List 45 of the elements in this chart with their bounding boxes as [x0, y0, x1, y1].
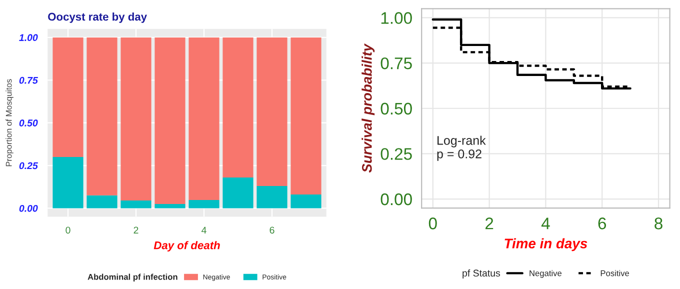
legend-title: pf Status [462, 269, 500, 278]
bar [222, 37, 254, 178]
y-axis-title: Survival probability [362, 43, 375, 173]
x-tick-label: 4 [541, 218, 550, 230]
legend-title: Abdominal pf infection [88, 274, 178, 282]
y-tick-label: 0.50 [19, 120, 38, 126]
y-tick-label: 0.25 [380, 148, 412, 160]
y-tick-label: 0.50 [380, 102, 412, 115]
legend-label: Negative [530, 270, 562, 278]
x-tick-label: 2 [134, 226, 138, 234]
bar [154, 37, 186, 204]
x-axis-title: Time in days [504, 238, 588, 252]
y-tick-label: 0.25 [19, 162, 38, 170]
bar [52, 37, 84, 157]
y-tick-label: 0.75 [380, 57, 412, 70]
bar [120, 37, 152, 201]
bar [290, 194, 322, 208]
chart-title: Oocyst rate by day [48, 12, 147, 23]
bar [120, 200, 152, 208]
annotation: Log-rank p = 0.92 [437, 136, 486, 161]
x-tick-label: 4 [202, 226, 206, 234]
bar [188, 37, 220, 200]
bar [290, 37, 322, 195]
bar [256, 186, 288, 208]
y-tick-label: 0.00 [19, 204, 38, 212]
x-tick-label: 0 [66, 226, 70, 234]
bar [86, 37, 118, 196]
bar [256, 37, 288, 186]
bar [52, 156, 84, 208]
y-tick-label: 0.75 [19, 76, 38, 84]
y-tick-label: 1.00 [19, 34, 38, 42]
x-tick-label: 8 [654, 218, 662, 230]
x-tick-label: 0 [428, 218, 437, 230]
y-axis-title: Proportion of Mosquitos [6, 79, 14, 166]
y-tick-label: 1.00 [381, 12, 412, 24]
y-tick-label: 0.00 [380, 193, 412, 206]
bar [222, 177, 254, 208]
legend-label: Positive [600, 270, 630, 276]
x-tick-label: 6 [598, 218, 606, 230]
x-tick-label: 6 [270, 226, 274, 234]
bar [188, 200, 220, 208]
x-axis-title: Day of death [154, 241, 220, 252]
x-tick-label: 2 [485, 218, 494, 230]
bar [86, 195, 118, 208]
bar [154, 204, 186, 208]
